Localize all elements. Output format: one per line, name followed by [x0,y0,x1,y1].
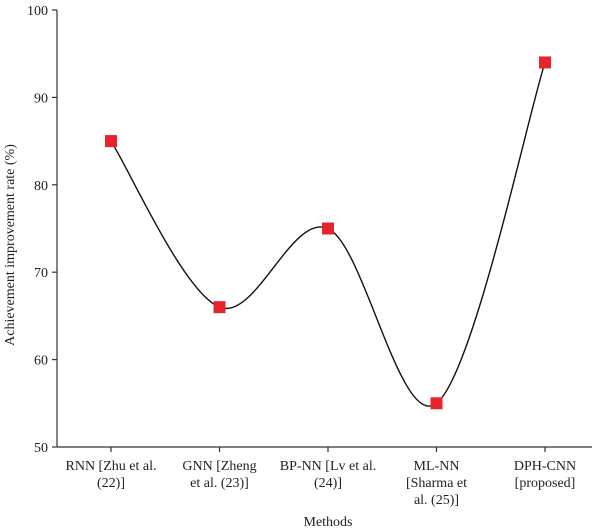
x-tick-label-line: RNN [Zhu et al. [66,459,157,474]
x-axis-title: Methods [304,515,353,530]
data-point-3 [430,397,443,410]
x-tick-label-line: et al. (23)] [190,476,249,491]
x-tick-label-line: [Sharma et [406,476,467,491]
y-tick-label-100: 100 [27,4,48,19]
x-tick-label-4: DPH-CNN [proposed] [514,459,576,491]
x-tick-label-line: BP-NN [Lv et al. [280,459,376,474]
data-point-0 [105,135,117,148]
y-axis-ticks: 50 60 70 80 90 100 [27,4,57,456]
x-tick-label-line: (24)] [314,476,342,491]
x-tick-label-0: RNN [Zhu et al. (22)] [66,459,157,491]
data-point-1 [213,301,226,314]
y-tick-label-70: 70 [34,266,48,281]
data-point-2 [322,222,334,235]
x-tick-label-line: (22)] [97,476,125,491]
x-tick-label-line: GNN [Zheng [182,459,256,474]
y-tick-label-90: 90 [34,91,48,106]
y-tick-label-80: 80 [34,179,48,194]
y-tick-label-60: 60 [34,354,48,369]
x-tick-label-3: ML-NN [Sharma et al. (25)] [406,459,467,508]
series-line [110,62,546,407]
y-axis-title: Achievement improvement rate (%) [3,144,18,346]
data-markers [105,56,551,410]
data-point-4 [539,56,551,69]
x-tick-label-2: BP-NN [Lv et al. (24)] [280,459,376,491]
x-tick-label-line: al. (25)] [414,493,459,508]
axes [56,10,592,448]
x-tick-label-1: GNN [Zheng et al. (23)] [182,459,256,491]
x-axis-ticks: RNN [Zhu et al. (22)] GNN [Zheng et al. (23… [66,447,576,508]
x-tick-label-line: ML-NN [414,459,460,474]
y-tick-label-50: 50 [34,441,48,456]
x-tick-label-line: [proposed] [515,476,576,491]
x-tick-label-line: DPH-CNN [514,459,576,474]
